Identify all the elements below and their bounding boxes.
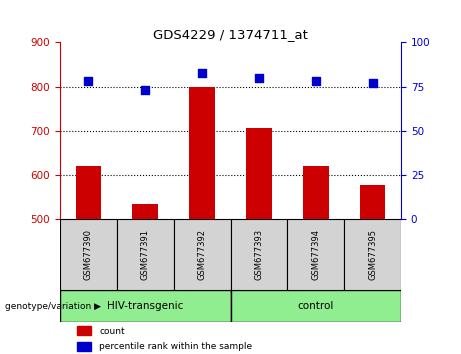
- Text: count: count: [99, 326, 125, 336]
- Text: GSM677395: GSM677395: [368, 229, 377, 280]
- Bar: [174, 219, 230, 290]
- Bar: [246, 128, 272, 219]
- Title: GDS4229 / 1374711_at: GDS4229 / 1374711_at: [153, 28, 308, 41]
- Bar: [230, 219, 287, 290]
- Bar: [230, 290, 401, 322]
- Bar: [344, 219, 401, 290]
- Bar: [117, 219, 174, 290]
- Text: control: control: [298, 301, 334, 311]
- Text: genotype/variation ▶: genotype/variation ▶: [5, 302, 100, 311]
- Text: GSM677390: GSM677390: [84, 229, 93, 280]
- Bar: [360, 185, 385, 219]
- Text: GSM677394: GSM677394: [311, 229, 320, 280]
- Bar: [76, 166, 101, 219]
- Point: [369, 80, 376, 86]
- Bar: [132, 204, 158, 219]
- Point: [255, 75, 263, 81]
- Text: GSM677393: GSM677393: [254, 229, 263, 280]
- Bar: [287, 219, 344, 290]
- Bar: [60, 290, 230, 322]
- Text: HIV-transgenic: HIV-transgenic: [107, 301, 183, 311]
- Bar: [189, 87, 215, 219]
- Bar: [60, 219, 117, 290]
- Point: [312, 79, 319, 84]
- Bar: [303, 166, 329, 219]
- Point: [142, 87, 149, 93]
- Text: GSM677391: GSM677391: [141, 229, 150, 280]
- Point: [198, 70, 206, 75]
- Bar: [77, 342, 91, 351]
- Bar: [77, 326, 91, 335]
- Point: [85, 79, 92, 84]
- Text: GSM677392: GSM677392: [198, 229, 207, 280]
- Text: percentile rank within the sample: percentile rank within the sample: [99, 342, 252, 352]
